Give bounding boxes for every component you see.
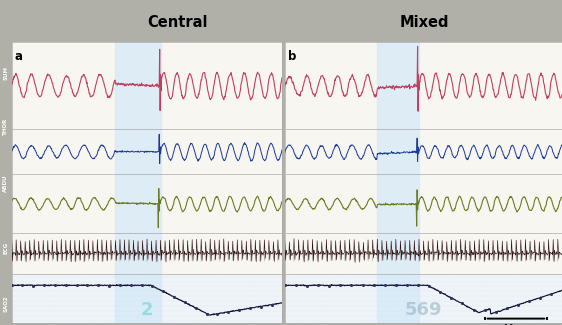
Bar — [115, 42, 161, 129]
Bar — [115, 129, 161, 175]
Bar — [115, 233, 161, 274]
Bar — [115, 274, 161, 323]
Text: Central: Central — [147, 15, 207, 30]
Bar — [377, 175, 419, 233]
Bar — [115, 175, 161, 233]
Text: Mixed: Mixed — [400, 15, 449, 30]
Bar — [377, 274, 419, 323]
Text: 2: 2 — [140, 301, 153, 318]
Text: a: a — [15, 50, 23, 63]
Text: SAO2: SAO2 — [3, 295, 8, 312]
Bar — [377, 233, 419, 274]
Text: 10 sec: 10 sec — [504, 324, 528, 325]
Text: ABDU: ABDU — [3, 174, 8, 191]
Bar — [377, 129, 419, 175]
Text: b: b — [288, 50, 296, 63]
Bar — [377, 42, 419, 129]
Text: 569: 569 — [405, 301, 442, 318]
Text: THOR: THOR — [3, 118, 8, 135]
Text: ECG: ECG — [3, 241, 8, 254]
Text: SUM: SUM — [3, 66, 8, 80]
